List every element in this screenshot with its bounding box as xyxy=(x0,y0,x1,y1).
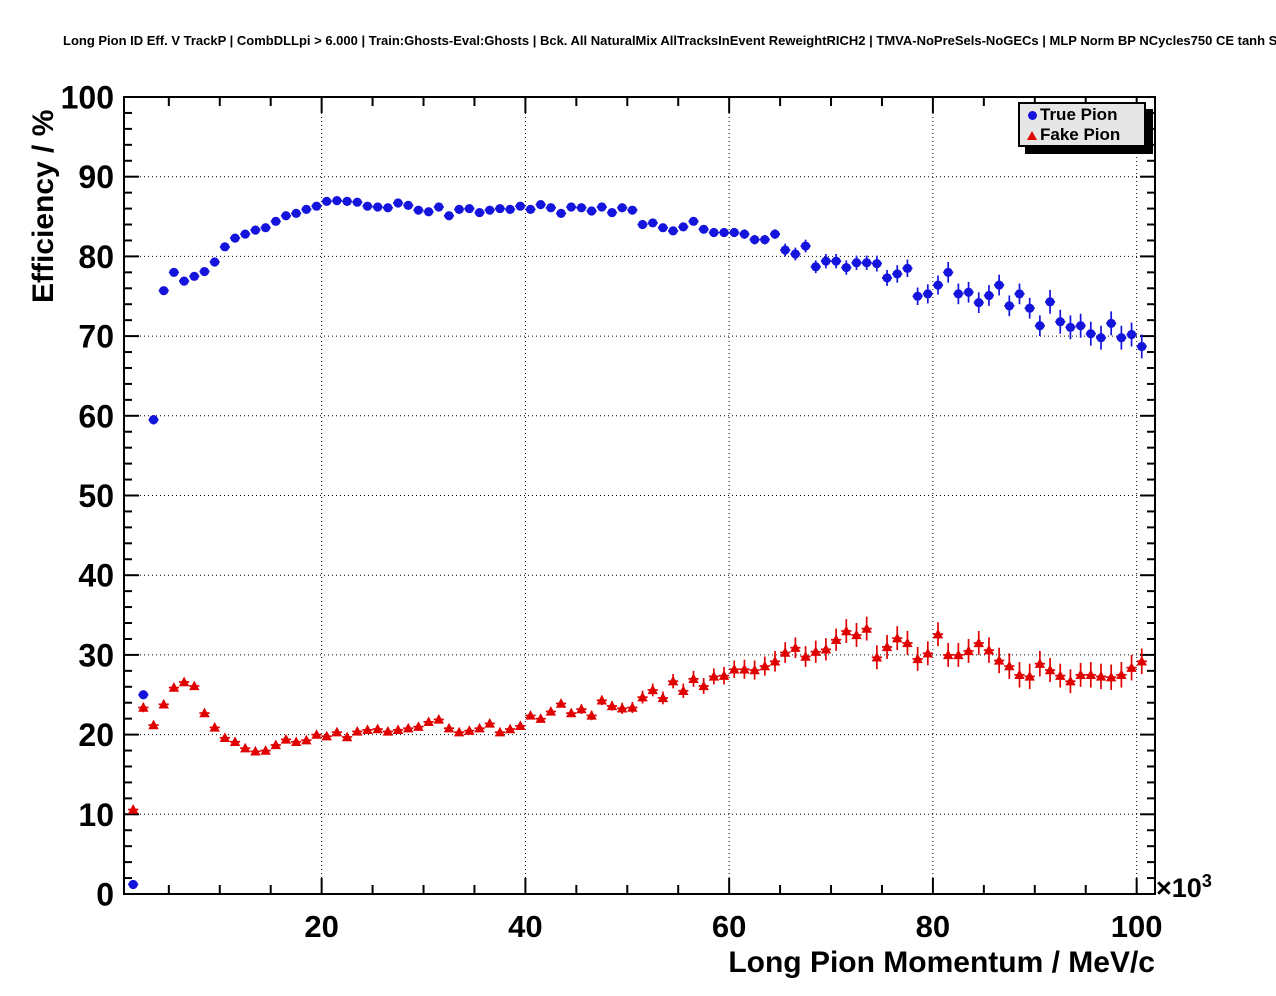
series-true-pion xyxy=(128,196,1147,890)
x-tick-labels: 20 40 60 80 100 xyxy=(304,909,1162,944)
legend-entry-fake-pion: Fake Pion xyxy=(1024,125,1144,145)
axis-ticks xyxy=(124,96,1155,895)
y-axis-title: Efficiency / % xyxy=(27,109,60,303)
legend-label: Fake Pion xyxy=(1040,125,1121,144)
svg-text:40: 40 xyxy=(78,558,114,594)
svg-text:80: 80 xyxy=(916,909,950,944)
svg-text:60: 60 xyxy=(712,909,746,944)
svg-text:70: 70 xyxy=(78,319,114,355)
gridlines xyxy=(124,97,1155,894)
svg-text:40: 40 xyxy=(508,909,542,944)
x-axis-title: Long Pion Momentum / MeV/c xyxy=(728,946,1155,979)
svg-text:30: 30 xyxy=(78,637,114,673)
svg-text:90: 90 xyxy=(78,159,114,195)
plot-title: Long Pion ID Eff. V TrackP | CombDLLpi >… xyxy=(63,33,1276,48)
svg-text:20: 20 xyxy=(304,909,338,944)
x-axis-exponent: ×103 xyxy=(1156,871,1212,903)
svg-text:50: 50 xyxy=(78,478,114,514)
fake-pion-marker-icon xyxy=(1024,130,1040,140)
legend-entry-true-pion: True Pion xyxy=(1024,105,1144,125)
svg-text:100: 100 xyxy=(1111,909,1163,944)
svg-text:80: 80 xyxy=(78,239,114,275)
series-fake-pion xyxy=(127,616,1147,814)
legend-label: True Pion xyxy=(1040,105,1118,124)
svg-text:100: 100 xyxy=(61,80,114,116)
svg-text:10: 10 xyxy=(78,797,114,833)
true-pion-marker-icon xyxy=(1024,110,1040,120)
svg-text:0: 0 xyxy=(96,877,114,913)
svg-text:60: 60 xyxy=(78,398,114,434)
svg-text:20: 20 xyxy=(78,717,114,753)
y-tick-labels: 0 10 20 30 40 50 60 70 80 90 100 xyxy=(61,80,114,913)
legend-box: True Pion Fake Pion xyxy=(1018,102,1146,147)
